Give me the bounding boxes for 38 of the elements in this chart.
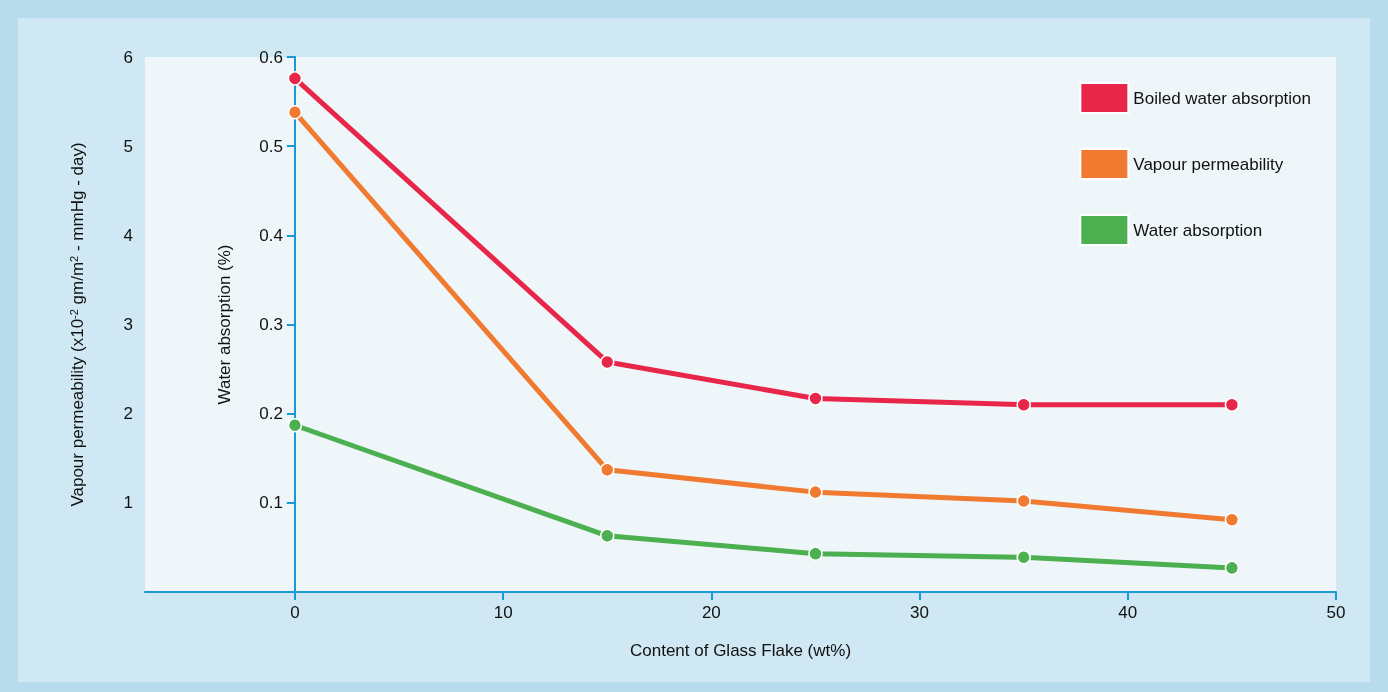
- point: [1224, 397, 1240, 412]
- y-tick-label: 2: [123, 404, 133, 424]
- point: [808, 391, 823, 406]
- y-tick-label: 6: [123, 47, 133, 67]
- legend-label: Boiled water absorption: [1133, 88, 1312, 108]
- x-tick-label: 30: [910, 603, 930, 622]
- x-tick-label: 50: [1326, 603, 1346, 622]
- point: [287, 71, 303, 86]
- point: [1016, 493, 1031, 509]
- x-axis-title: Content of Glass Flake (wt%): [629, 641, 852, 660]
- point: [1016, 549, 1031, 565]
- point: [287, 105, 303, 120]
- point: [287, 418, 303, 433]
- y2-axis-title: Water absorption (%): [214, 244, 234, 405]
- point: [1224, 560, 1240, 576]
- x-tick-label: 10: [493, 603, 513, 622]
- y2-tick-label: 0.5: [259, 136, 283, 156]
- y2-tick-label: 0.1: [259, 493, 283, 513]
- y-tick-label: 4: [123, 225, 133, 245]
- x-tick-label: 0: [290, 603, 300, 622]
- point: [1224, 512, 1240, 528]
- y2-tick-label: 0.6: [259, 47, 283, 67]
- legend-label: Vapour permeability: [1133, 154, 1284, 174]
- point: [808, 546, 823, 561]
- y-tick-label: 1: [123, 493, 133, 513]
- point: [600, 354, 615, 370]
- point: [808, 484, 823, 500]
- y-tick-label: 5: [123, 136, 133, 156]
- y2-tick-label: 0.2: [259, 404, 283, 424]
- point: [1016, 397, 1031, 412]
- y2-tick-label: 0.4: [259, 225, 283, 245]
- x-tick-label: 40: [1118, 603, 1138, 622]
- y-tick-label: 3: [123, 315, 133, 334]
- y2-tick-label: 0.3: [259, 315, 283, 334]
- point: [600, 462, 615, 478]
- x-tick-label: 20: [701, 603, 721, 622]
- point: [600, 528, 615, 544]
- legend-label: Water absorption: [1133, 220, 1263, 240]
